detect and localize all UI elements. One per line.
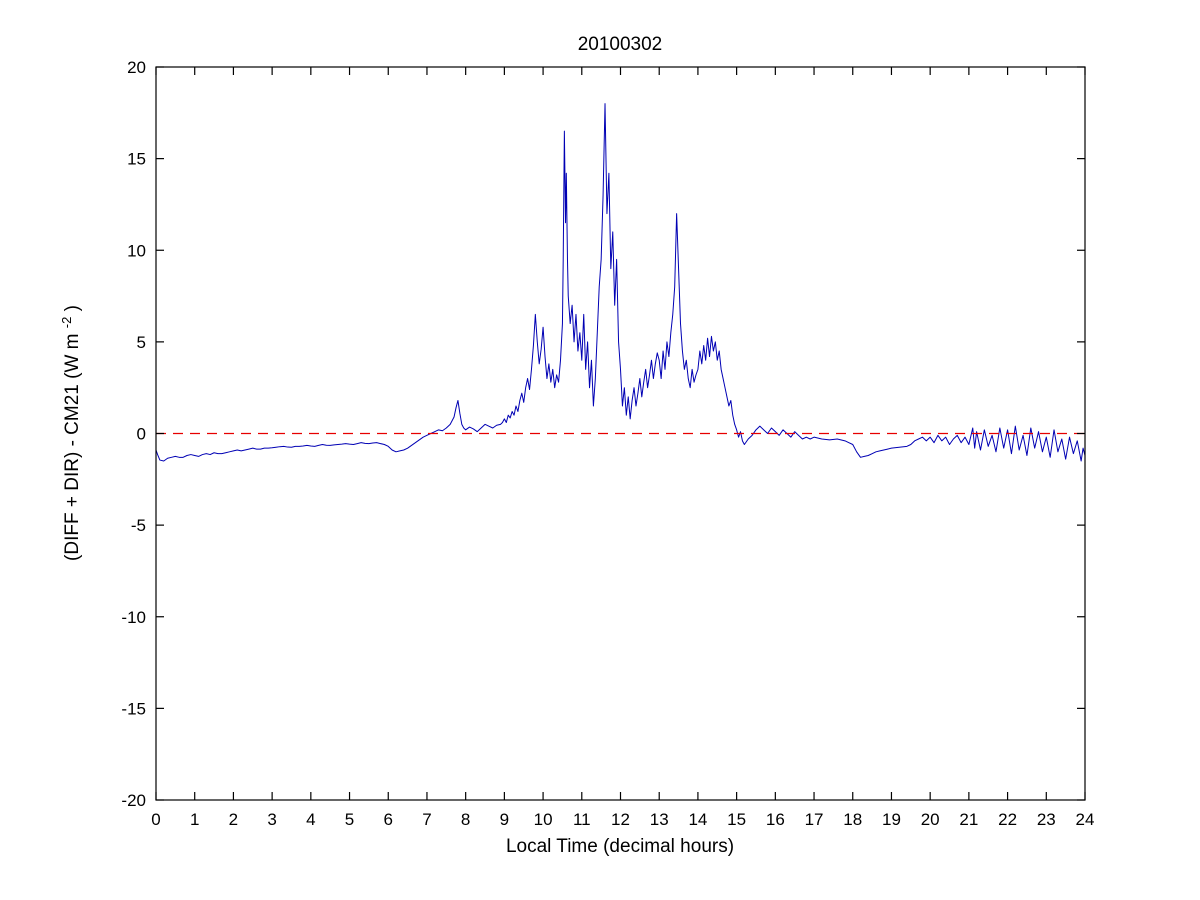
x-tick-label: 15 [727,810,746,829]
x-tick-label: 5 [345,810,354,829]
x-tick-label: 9 [500,810,509,829]
y-tick-label: -10 [121,608,146,627]
x-tick-label: 1 [190,810,199,829]
y-tick-label: -5 [131,516,146,535]
x-tick-label: 17 [805,810,824,829]
x-tick-label: 11 [573,810,591,829]
x-tick-label: 16 [766,810,785,829]
x-tick-label: 6 [384,810,393,829]
y-axis-label-suffix: ) [62,305,83,311]
x-tick-label: 22 [998,810,1017,829]
x-tick-label: 10 [534,810,553,829]
axes-layer: 0 1 2 3 4 5 6 7 8 9 10 11 12 13 14 15 16 17 18 19 20 21 22 23 24… [121,58,1094,829]
y-tick-label: 0 [137,425,146,444]
y-tick-label: 5 [137,333,146,352]
x-tick-label: 23 [1037,810,1056,829]
y-tick-label: 10 [127,241,146,260]
x-tick-label: 8 [461,810,470,829]
x-tick-label: 18 [843,810,862,829]
series-difference [155,103,1086,462]
chart-title: 20100302 [578,34,663,55]
x-tick-label: 2 [229,810,238,829]
y-axis-label: (DIFF + DIR) - CM21 (W m -2 ) [55,305,83,561]
x-tick-label: 7 [422,810,431,829]
x-tick-label: 4 [306,810,315,829]
y-tick-label: -20 [121,791,146,810]
x-axis-label: Local Time (decimal hours) [506,836,734,857]
y-axis-label-superscript: -2 [59,317,74,329]
x-tick-label: 24 [1076,810,1095,829]
x-tick-label: 12 [611,810,630,829]
data-layer [155,103,1086,462]
x-tick-label: 3 [267,810,276,829]
x-tick-label: 13 [650,810,669,829]
x-tick-label: 20 [921,810,940,829]
y-tick-label: 15 [127,150,146,169]
x-tick-label: 19 [882,810,901,829]
x-tick-label: 21 [959,810,978,829]
y-tick-label: 20 [127,58,146,77]
y-axis-label-prefix: (DIFF + DIR) - CM21 (W m [62,334,83,561]
x-tick-label: 14 [688,810,707,829]
y-tick-label: -15 [121,699,146,718]
x-tick-label: 0 [151,810,160,829]
